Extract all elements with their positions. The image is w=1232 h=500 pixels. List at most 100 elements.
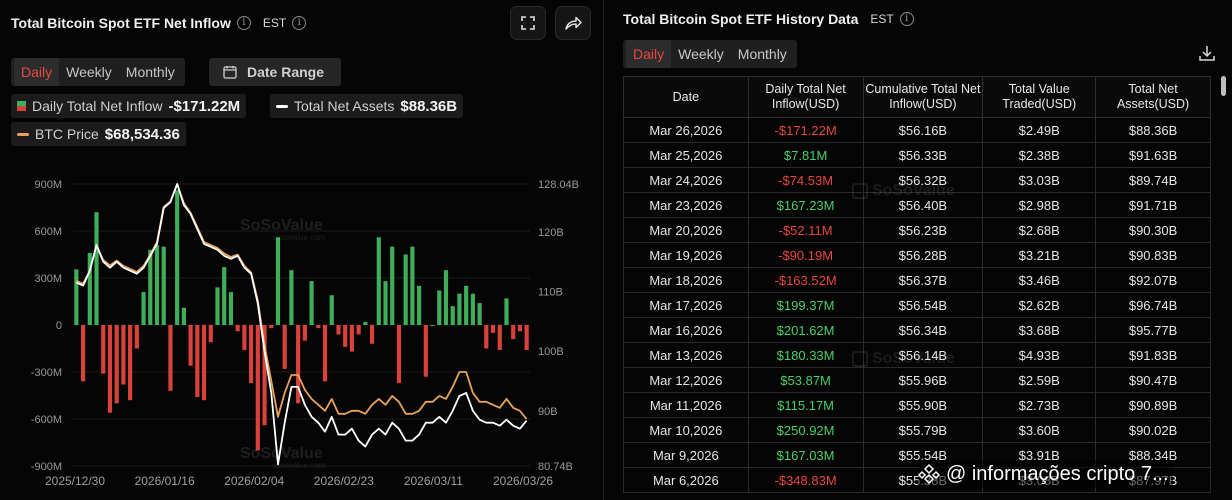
col-date[interactable]: Date [623,76,749,118]
inflow-bar[interactable] [114,325,119,404]
tab-monthly[interactable]: Monthly [125,64,175,80]
fullscreen-button[interactable] [510,6,546,40]
table-row[interactable]: Mar 12,2026 $53.87M $55.96B $2.59B $90.47B [623,367,1211,393]
inflow-bar[interactable] [255,325,260,451]
inflow-bar[interactable] [430,325,435,326]
inflow-bar[interactable] [275,237,281,325]
inflow-bar[interactable] [168,325,173,391]
inflow-bar[interactable] [80,325,86,382]
table-row[interactable]: Mar 23,2026 $167.23M $56.40B $2.98B $91.71B [623,192,1211,218]
legend-net-inflow[interactable]: Daily Total Net Inflow -$171.22M [11,94,247,118]
inflow-bar[interactable] [390,246,395,325]
inflow-bar[interactable] [101,325,106,374]
table-scrollbar[interactable] [1221,76,1226,96]
col-daily-inflow[interactable]: Daily Total Net Inflow(USD) [747,76,864,118]
inflow-bar[interactable] [322,325,328,382]
col-value-traded[interactable]: Total Value Traded(USD) [982,76,1097,118]
net-assets-line[interactable] [76,183,528,466]
inflow-bar[interactable] [450,306,455,325]
inflow-bar[interactable] [356,325,361,335]
tab-daily[interactable]: Daily [14,58,60,86]
inflow-bar[interactable] [437,290,442,325]
table-row[interactable]: Mar 25,2026 $7.81M $56.33B $2.38B $91.63B [623,142,1211,168]
inflow-bar[interactable] [383,281,388,325]
inflow-bar[interactable] [316,325,321,329]
date-range-button[interactable]: Date Range [209,58,341,86]
inflow-bar[interactable] [470,293,475,325]
inflow-bar[interactable] [161,246,166,325]
inflow-bar[interactable] [477,303,482,325]
table-row[interactable]: Mar 24,2026 -$74.53M $56.32B $3.03B $89.74B [623,167,1211,193]
inflow-bar[interactable] [329,295,334,325]
inflow-bar[interactable] [154,245,160,325]
inflow-bar[interactable] [504,298,509,325]
inflow-bar[interactable] [443,270,449,325]
inflow-bar[interactable] [336,325,341,335]
inflow-bar[interactable] [148,249,153,325]
inflow-bar[interactable] [517,325,523,332]
inflow-bar[interactable] [457,293,462,325]
table-row[interactable]: Mar 10,2026 $250.92M $55.79B $3.60B $90.02B [623,417,1211,443]
inflow-bar[interactable] [242,325,247,351]
tab-weekly[interactable]: Weekly [66,64,112,80]
inflow-bar[interactable] [511,325,516,340]
inflow-bar[interactable] [410,246,415,325]
history-tab-weekly[interactable]: Weekly [678,46,724,62]
inflow-bar[interactable] [94,212,99,325]
inflow-bar[interactable] [417,285,422,325]
inflow-bar[interactable] [235,325,240,332]
legend-net-assets[interactable]: Total Net Assets $88.36B [270,94,464,118]
inflow-bar[interactable] [107,325,113,413]
inflow-bar[interactable] [181,307,186,325]
inflow-bar[interactable] [128,325,133,401]
inflow-bar[interactable] [249,325,254,383]
inflow-bar[interactable] [376,237,381,325]
info-icon[interactable]: i [236,16,251,30]
col-cumulative-inflow[interactable]: Cumulative Total Net Inflow(USD) [862,76,984,118]
inflow-bar[interactable] [228,292,234,325]
table-row[interactable]: Mar 16,2026 $201.62M $56.34B $3.68B $95.77B [623,317,1211,343]
table-row[interactable]: Mar 17,2026 $199.37M $56.54B $2.62B $96.74B [623,292,1211,318]
inflow-bar[interactable] [208,325,213,343]
table-row[interactable]: Mar 26,2026 -$171.22M $56.16B $2.49B $88.36B [623,117,1211,143]
timezone-info-icon[interactable]: i [292,16,307,30]
share-button[interactable] [555,6,591,40]
inflow-bar[interactable] [490,325,496,333]
table-row[interactable]: Mar 20,2026 -$52.11M $56.23B $2.68B $90.30B [623,217,1211,243]
inflow-bar[interactable] [497,325,502,351]
inflow-bar[interactable] [215,287,220,325]
inflow-bar[interactable] [87,252,92,325]
inflow-bar[interactable] [302,325,307,341]
inflow-bar[interactable] [289,270,294,325]
inflow-bar[interactable] [188,325,193,366]
inflow-bar[interactable] [484,325,489,349]
table-row[interactable]: Mar 13,2026 $180.33M $56.14B $4.93B $91.83B [623,342,1211,368]
inflow-bar[interactable] [141,292,146,325]
inflow-bar[interactable] [296,325,301,404]
inflow-bar[interactable] [222,267,227,325]
inflow-bar[interactable] [423,325,428,377]
col-net-assets[interactable]: Total Net Assets(USD) [1095,76,1211,118]
legend-btc-price[interactable]: BTC Price $68,534.36 [11,122,186,146]
history-tab-daily[interactable]: Daily [626,40,672,68]
history-info-icon[interactable]: i [899,12,914,26]
inflow-bar[interactable] [195,325,200,398]
inflow-bar[interactable] [464,285,469,325]
inflow-bar[interactable] [343,325,348,347]
inflow-bar[interactable] [396,325,402,383]
inflow-bar[interactable] [282,325,287,369]
inflow-bar[interactable] [262,325,267,426]
inflow-bar[interactable] [403,254,408,326]
table-row[interactable]: Mar 11,2026 $115.17M $55.90B $2.73B $90.89B [623,392,1211,418]
inflow-bar[interactable] [363,321,368,325]
inflow-bar[interactable] [74,269,79,325]
download-icon[interactable] [1198,44,1216,62]
inflow-bar[interactable] [309,281,314,325]
history-tab-monthly[interactable]: Monthly [737,46,787,62]
inflow-bar[interactable] [349,325,354,352]
inflow-bar[interactable] [175,190,180,325]
inflow-bar[interactable] [201,325,207,401]
inflow-bar[interactable] [134,325,139,349]
inflow-bar[interactable] [269,325,274,329]
table-row[interactable]: Mar 19,2026 -$90.19M $56.28B $3.21B $90.83B [623,242,1211,268]
